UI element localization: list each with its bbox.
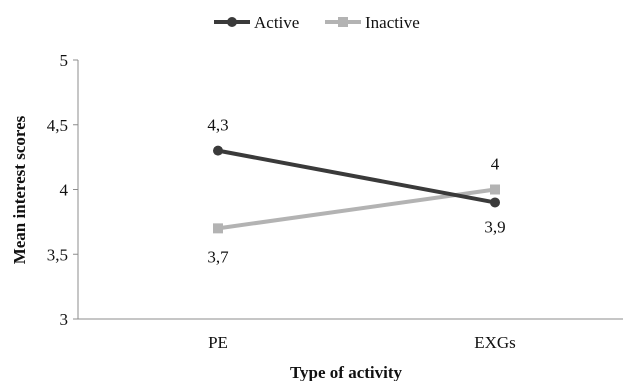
data-point <box>213 145 223 156</box>
data-point <box>490 197 500 208</box>
y-tick-label: 4,5 <box>47 116 68 135</box>
series-active <box>213 145 500 208</box>
x-tick-label: EXGs <box>474 333 516 352</box>
data-label: 4,3 <box>207 116 228 135</box>
legend-item-inactive: Inactive <box>325 13 420 32</box>
legend-label: Active <box>254 13 299 32</box>
data-label: 3,9 <box>484 217 505 236</box>
x-axis: PE EXGs <box>78 318 623 352</box>
series-line <box>217 148 496 205</box>
y-axis: 3 3,5 4 4,5 5 <box>47 51 79 329</box>
y-axis-title: Mean interest scores <box>10 115 29 264</box>
data-point <box>490 184 500 195</box>
legend-label: Inactive <box>365 13 420 32</box>
y-tick-label: 3 <box>60 310 69 329</box>
y-tick-label: 5 <box>60 51 69 70</box>
legend-marker <box>227 17 237 27</box>
y-tick-label: 4 <box>60 181 69 200</box>
data-label: 4 <box>491 155 500 174</box>
x-tick-label: PE <box>208 333 228 352</box>
data-label: 3,7 <box>207 247 229 266</box>
legend: Active Inactive <box>214 13 420 32</box>
series-layer: 4,3 3,9 3,7 4 <box>207 116 505 267</box>
data-point <box>213 223 223 234</box>
series-line <box>217 187 496 231</box>
legend-item-active: Active <box>214 13 299 32</box>
y-tick-label: 3,5 <box>47 245 68 264</box>
legend-marker <box>338 17 348 27</box>
series-inactive <box>213 184 500 234</box>
x-axis-title: Type of activity <box>290 363 403 381</box>
